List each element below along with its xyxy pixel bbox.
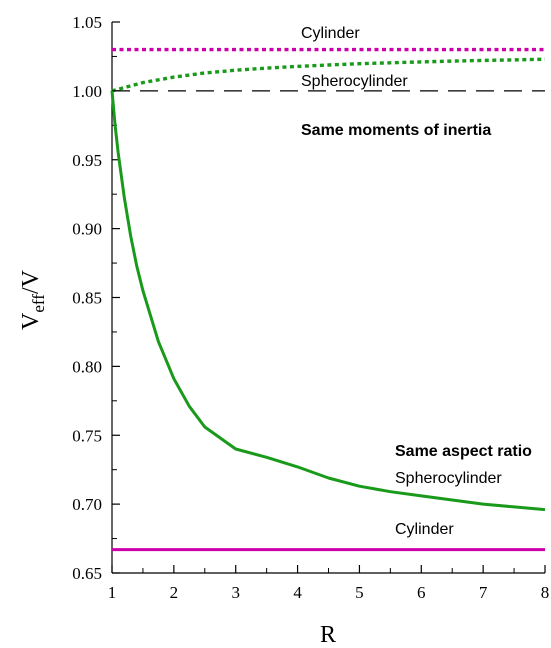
x-tick-label: 4: [293, 583, 302, 602]
x-tick-label: 1: [108, 583, 117, 602]
y-tick-label: 0.75: [72, 426, 102, 445]
x-tick-label: 2: [170, 583, 179, 602]
y-tick-label: 0.65: [72, 564, 102, 583]
series-group: [110, 47, 546, 552]
series-line-same-moments-of-inertia-spherocylinder: [111, 57, 546, 93]
x-axis-title: R: [320, 622, 336, 648]
x-tick-label: 3: [231, 583, 240, 602]
annotation-cylinder-bottom: Cylinder: [395, 521, 454, 538]
annotation-cylinder-top: Cylinder: [301, 25, 360, 42]
axis-ticks: [111, 21, 546, 574]
y-axis-title-main: V: [18, 312, 44, 330]
x-tick-label: 6: [417, 583, 426, 602]
x-tick-label: 8: [541, 583, 550, 602]
y-tick-label: 0.95: [72, 151, 102, 170]
y-axis-title-tail: /V: [18, 269, 44, 294]
x-tick-label: 5: [355, 583, 364, 602]
y-axis-title: Veff/V: [18, 269, 48, 330]
annotation-same-aspect: Same aspect ratio: [395, 443, 532, 460]
annotation-spherocylinder-bottom: Spherocylinder: [395, 470, 502, 487]
y-axis-title-sub: eff: [29, 294, 48, 313]
svg-text:Veff/V: Veff/V: [18, 269, 48, 330]
x-tick-label: 7: [479, 583, 488, 602]
annotation-same-moments: Same moments of inertia: [301, 122, 491, 139]
y-tick-label: 1.00: [72, 82, 102, 101]
y-tick-label: 0.90: [72, 220, 102, 239]
annotation-spherocylinder-top: Spherocylinder: [301, 73, 408, 90]
y-tick-label: 0.85: [72, 289, 102, 308]
y-tick-label: 0.80: [72, 357, 102, 376]
y-tick-label: 1.05: [72, 13, 102, 32]
y-tick-label: 0.70: [72, 495, 102, 514]
series-line-same-aspect-ratio-spherocylinder: [110, 90, 546, 512]
tick-labels: 0.65 0.70 0.75 0.80 0.85 0.90 0.95 1.00 1.05 1 2 3 4…: [72, 13, 549, 602]
